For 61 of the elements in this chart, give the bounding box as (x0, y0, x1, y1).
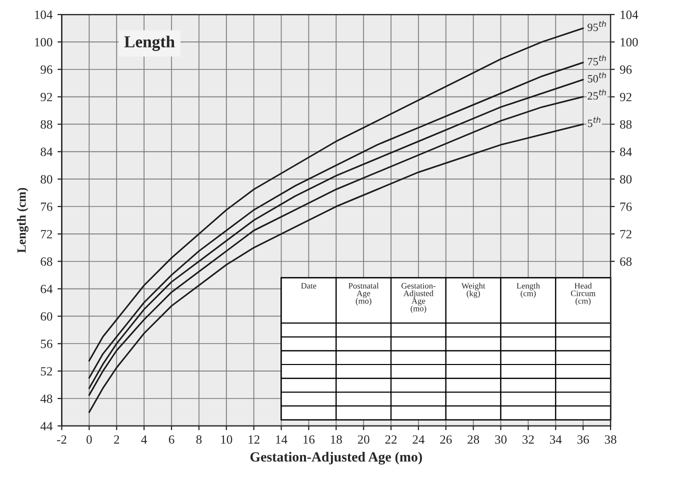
x-tick-label: 26 (440, 435, 452, 444)
annotation: Length (124, 36, 175, 51)
series-label: 95$^{th}$ (588, 20, 606, 32)
series-label: 75$^{th}$ (588, 55, 606, 66)
y-tick-label: 68 (40, 257, 52, 266)
series-label: 5$^{th}$ (588, 116, 600, 128)
x-tick-label: -2 (57, 435, 66, 444)
y2-tick-label: 104 (620, 10, 638, 19)
series-label: 25$^{th}$ (588, 89, 606, 100)
x-tick-label: 12 (248, 435, 260, 444)
x-tick-label: 16 (304, 435, 315, 444)
y-tick-label: 52 (40, 367, 52, 376)
x-tick-label: 6 (168, 435, 174, 444)
y-tick-label: 64 (40, 284, 53, 294)
x-tick-label: 8 (196, 435, 202, 444)
x-tick-label: 22 (385, 435, 397, 444)
x-tick-label: 4 (141, 435, 147, 444)
annotation: Length (cm) (516, 282, 540, 298)
y2-tick-label: 68 (620, 257, 632, 266)
y2-tick-label: 88 (620, 120, 632, 129)
y2-tick-label: 80 (620, 175, 632, 184)
y2-tick-label: 72 (620, 230, 632, 238)
y-tick-label: 72 (41, 230, 52, 238)
y-tick-label: 104 (35, 10, 53, 19)
x-tick-label: 20 (358, 435, 370, 444)
annotation: Head Circum (cm) (570, 282, 596, 306)
y-tick-label: 76 (41, 202, 52, 211)
x-tick-label: 36 (577, 435, 589, 444)
y2-tick-label: 100 (620, 38, 638, 46)
x-tick-label: 30 (495, 435, 507, 444)
x-axis-title: Gestation-Adjusted Age (mo) (250, 452, 422, 465)
y-tick-label: 48 (40, 394, 52, 403)
y-axis-title: Length (cm) (16, 188, 28, 253)
x-tick-label: 18 (330, 435, 342, 444)
y2-tick-label: 92 (620, 92, 632, 102)
y-tick-label: 44 (40, 422, 53, 430)
series-label: 50$^{th}$ (588, 72, 606, 83)
y-tick-label: 56 (40, 340, 52, 348)
x-tick-label: 24 (412, 435, 425, 444)
annotation: Gestation-Adjusted Age (mo) (401, 283, 436, 314)
y2-tick-label: 96 (620, 65, 632, 74)
y-tick-label: 96 (40, 65, 52, 74)
annotation: Weight (kg) (461, 282, 486, 298)
y-tick-label: 60 (40, 312, 52, 321)
x-tick-label: 32 (522, 435, 534, 444)
x-tick-label: 28 (468, 435, 480, 444)
y-tick-label: 84 (40, 148, 53, 156)
y2-tick-label: 76 (620, 202, 632, 211)
y-tick-label: 80 (40, 175, 52, 184)
x-tick-label: 38 (604, 435, 616, 444)
x-tick-label: 2 (114, 435, 120, 444)
x-tick-label: 34 (550, 435, 562, 444)
y-tick-label: 100 (35, 38, 52, 46)
y2-tick-label: 84 (620, 148, 632, 156)
annotation: Date (301, 283, 316, 289)
x-tick-label: 0 (86, 435, 92, 444)
x-tick-label: 10 (221, 435, 232, 444)
y-tick-label: 92 (40, 92, 52, 102)
y-tick-label: 88 (40, 120, 52, 129)
annotation: Postnatal Age (mo) (348, 282, 379, 306)
x-tick-label: 14 (276, 435, 288, 444)
